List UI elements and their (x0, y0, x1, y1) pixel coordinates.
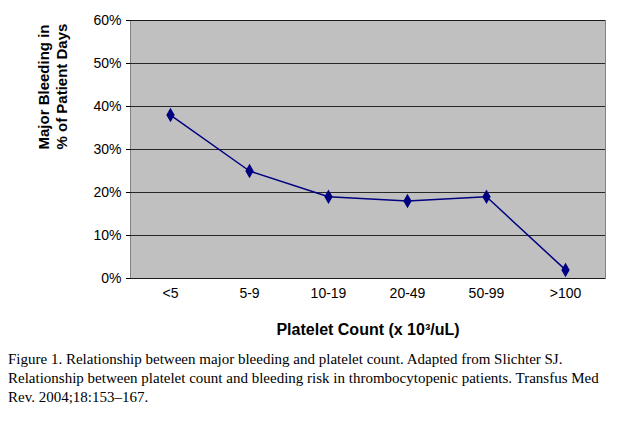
svg-text:20-49: 20-49 (390, 285, 426, 301)
html-text:Figure 1. Relationship between: Figure 1. Relationship between major ble… (8, 351, 599, 405)
svg-text:60%: 60% (93, 12, 121, 28)
svg-text:50-99: 50-99 (469, 285, 505, 301)
svg-text:Platelet Count (x 10³/uL): Platelet Count (x 10³/uL) (276, 321, 459, 338)
svg-text:5-9: 5-9 (239, 285, 259, 301)
svg-text:0%: 0% (101, 270, 121, 286)
svg-text:20%: 20% (93, 184, 121, 200)
svg-text:<5: <5 (163, 285, 179, 301)
svg-text:30%: 30% (93, 141, 121, 157)
svg-text:>100: >100 (550, 285, 582, 301)
svg-text:50%: 50% (93, 55, 121, 71)
svg-text:10%: 10% (93, 227, 121, 243)
svg-text:10-19: 10-19 (311, 285, 347, 301)
svg-text:Major Bleeding in% of Patient: Major Bleeding in% of Patient Days (35, 24, 69, 150)
svg-text:40%: 40% (93, 98, 121, 114)
